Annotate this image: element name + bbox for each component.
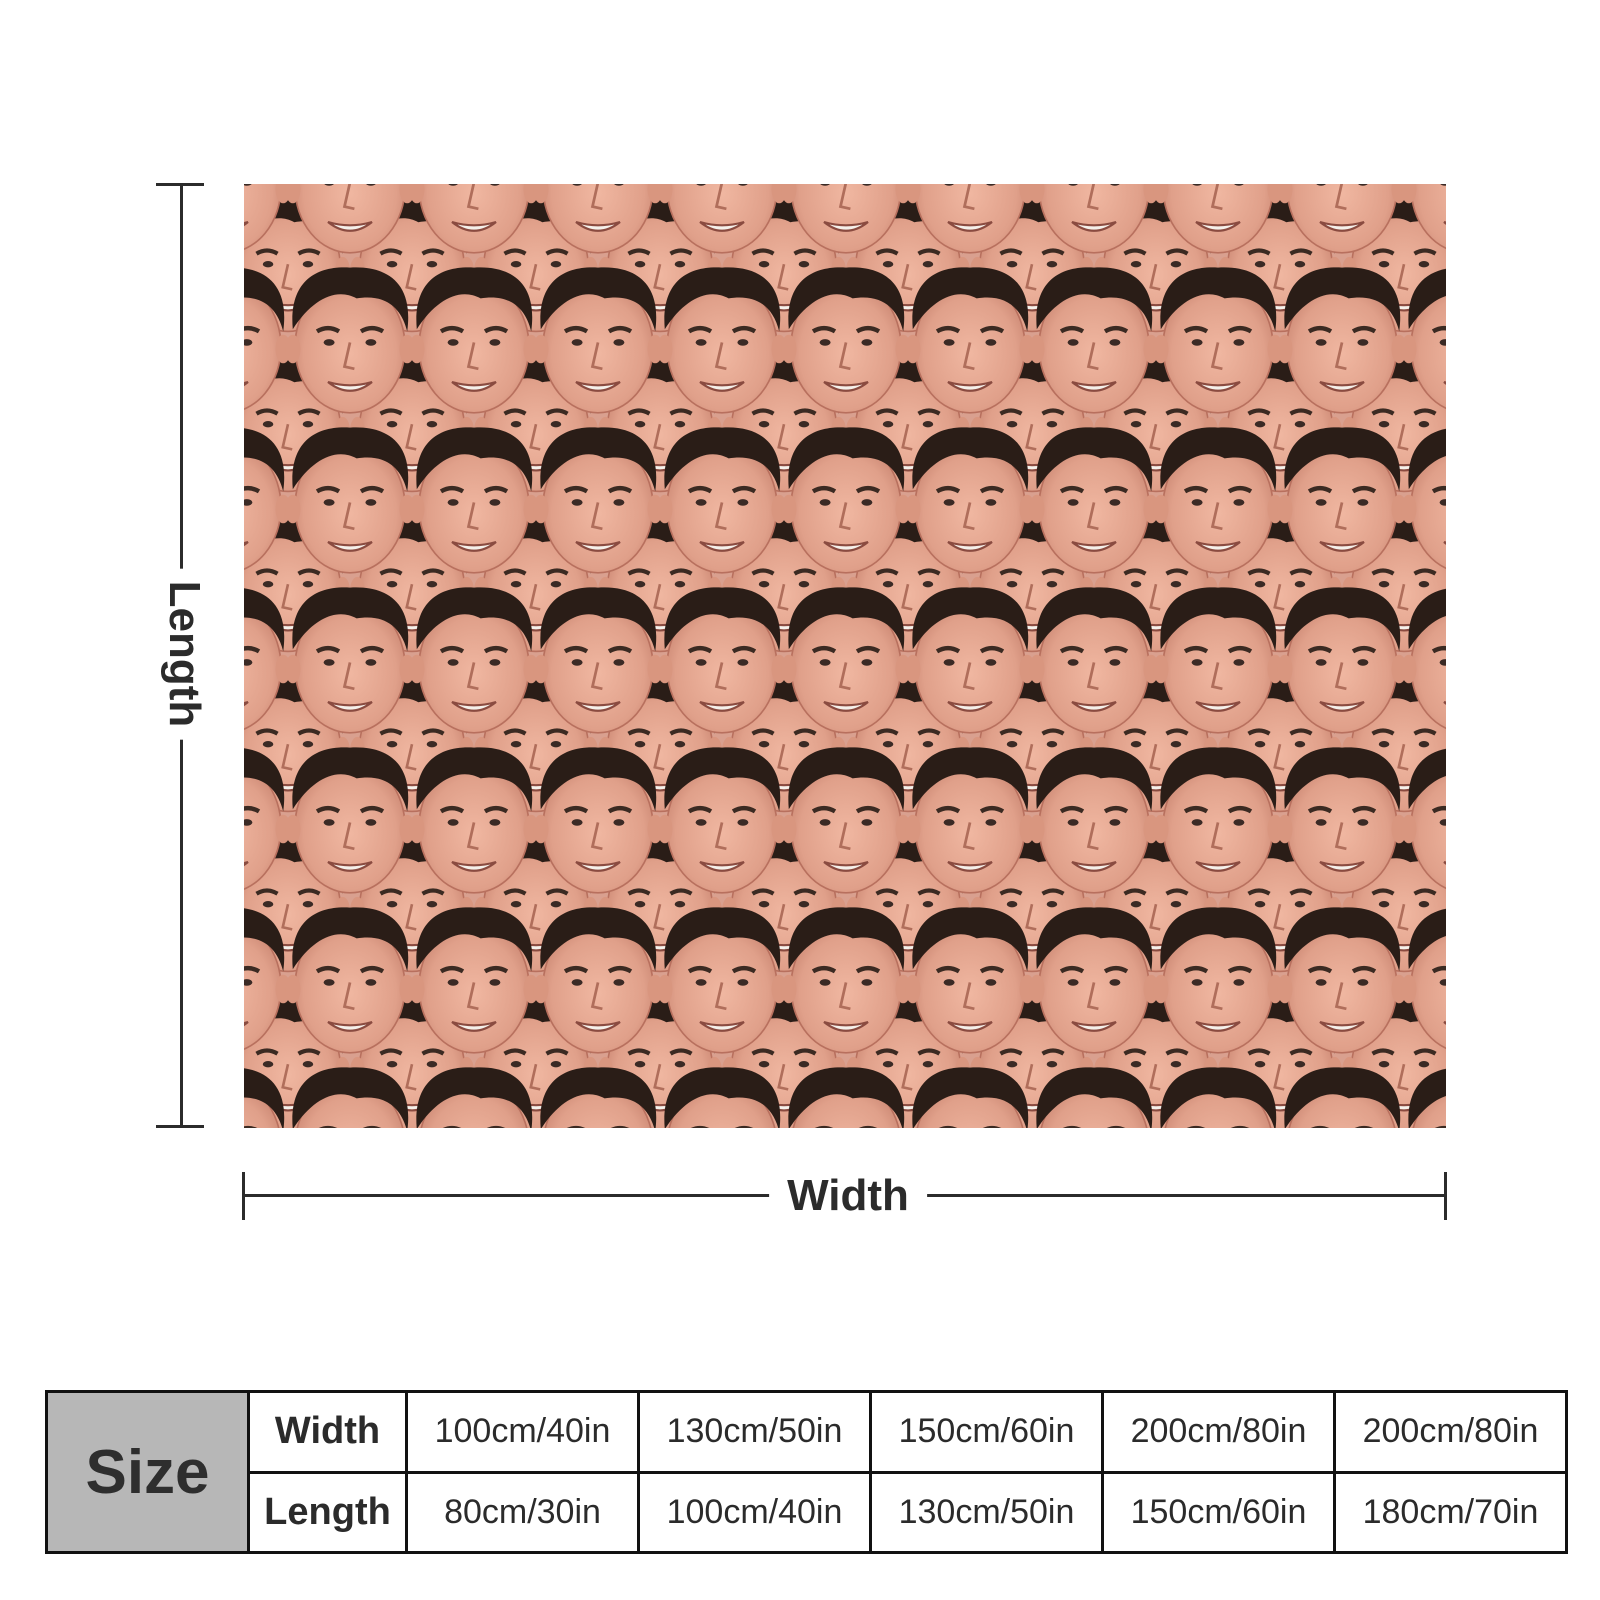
length-value-cell: 80cm/30in: [405, 1470, 640, 1554]
size-row-length: Length 80cm/30in 100cm/40in 130cm/50in 1…: [47, 1470, 1568, 1554]
row-label-width: Width: [247, 1390, 408, 1474]
blanket-pattern-image: [244, 184, 1446, 1128]
length-value-cell: 130cm/50in: [869, 1470, 1104, 1554]
width-label: Width: [769, 1174, 927, 1218]
face-pattern-graphic: [244, 184, 1446, 1128]
width-left-tick: [242, 1172, 245, 1220]
width-value-cell: 150cm/60in: [869, 1390, 1104, 1474]
row-label-length: Length: [247, 1470, 408, 1554]
width-value-cell: 130cm/50in: [637, 1390, 872, 1474]
size-table: Size Width 100cm/40in 130cm/50in 150cm/6…: [45, 1390, 1568, 1554]
length-label: Length: [160, 568, 209, 740]
length-value-cell: 150cm/60in: [1101, 1470, 1336, 1554]
width-value-cell: 200cm/80in: [1101, 1390, 1336, 1474]
face-tiles: [244, 184, 1446, 1128]
width-value-cell: 200cm/80in: [1333, 1390, 1568, 1474]
length-value-cell: 100cm/40in: [637, 1470, 872, 1554]
width-value-cell: 100cm/40in: [405, 1390, 640, 1474]
length-value-cell: 180cm/70in: [1333, 1470, 1568, 1554]
size-row-width: Size Width 100cm/40in 130cm/50in 150cm/6…: [45, 1390, 1568, 1554]
size-title: Size: [45, 1390, 250, 1554]
